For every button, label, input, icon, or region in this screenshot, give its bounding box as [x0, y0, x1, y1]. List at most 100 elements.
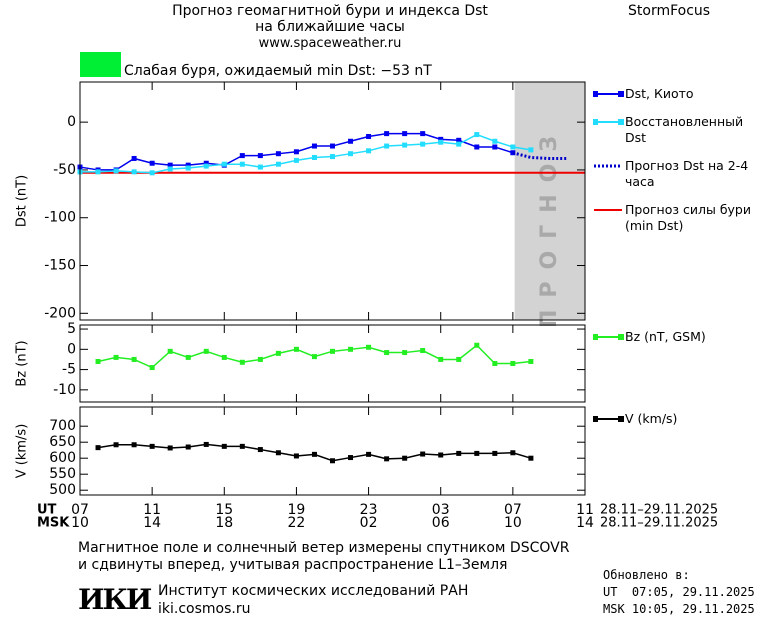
- x-tick-label: 07: [71, 502, 89, 518]
- legend-marker: [618, 334, 624, 340]
- point: [366, 148, 372, 154]
- point: [275, 350, 281, 356]
- point: [492, 361, 498, 366]
- legend-marker: [618, 416, 624, 422]
- point: [311, 451, 317, 457]
- point: [203, 441, 209, 447]
- point: [330, 458, 335, 464]
- point: [203, 163, 209, 169]
- legend-text: V (km/s): [625, 411, 678, 426]
- x-tick-label: 11: [576, 502, 594, 518]
- point: [239, 443, 245, 449]
- series-line: [80, 133, 532, 174]
- plot-frame: [79, 406, 586, 496]
- x-tick-label: 15: [215, 502, 233, 518]
- x-tick-label: 23: [360, 502, 378, 518]
- y-axis-label: Dst (nT): [15, 175, 30, 227]
- point: [185, 165, 191, 171]
- point: [384, 131, 390, 137]
- status-text: Слабая буря, ожидаемый min Dst: −53 nT: [124, 63, 432, 79]
- point: [167, 348, 173, 354]
- point: [456, 141, 462, 147]
- point: [348, 346, 354, 352]
- point: [330, 154, 335, 160]
- y-tick-label: 0: [67, 341, 76, 357]
- point: [221, 161, 227, 167]
- legend: V (km/s): [593, 411, 760, 427]
- point: [239, 153, 245, 159]
- point: [348, 151, 354, 157]
- legend-swatch: [593, 334, 624, 340]
- point: [420, 131, 426, 137]
- legend-swatch: [593, 416, 624, 422]
- time-axis-dates: 28.11–29.11.2025: [600, 516, 718, 531]
- note-line: Магнитное поле и солнечный ветер измерен…: [78, 540, 570, 556]
- point: [330, 143, 335, 149]
- point: [149, 365, 155, 371]
- point: [474, 132, 480, 138]
- legend-text: Прогноз Dst на 2-4 часа: [625, 158, 749, 189]
- legend-marker: [618, 91, 624, 97]
- point: [203, 348, 209, 354]
- legend: Bz (nT, GSM): [593, 329, 760, 345]
- point: [293, 149, 299, 155]
- legend-item: V (km/s): [593, 411, 760, 427]
- time-axis-dates: 28.11–29.11.2025: [600, 503, 718, 518]
- point: [95, 358, 101, 364]
- point: [456, 356, 462, 362]
- point: [366, 451, 372, 457]
- point: [113, 442, 119, 448]
- legend-marker: [618, 119, 624, 125]
- y-tick-label: 700: [49, 418, 76, 434]
- point: [510, 144, 516, 150]
- point: [95, 445, 101, 451]
- point: [402, 455, 408, 461]
- point: [311, 143, 317, 149]
- x-tick-label: 10: [71, 515, 89, 531]
- point: [510, 450, 516, 456]
- x-tick-label: 11: [143, 502, 161, 518]
- point: [438, 136, 444, 142]
- y-tick-label: 600: [49, 450, 76, 466]
- point: [149, 443, 155, 449]
- point: [275, 161, 281, 167]
- point: [167, 166, 173, 172]
- point: [275, 151, 281, 157]
- institute: Институт космических исследований РАН: [158, 583, 469, 599]
- point: [149, 170, 155, 176]
- logo: ИКИ: [78, 583, 152, 616]
- point: [474, 144, 480, 150]
- point: [474, 450, 480, 456]
- updated-ut: UT 07:05, 29.11.2025: [603, 585, 755, 599]
- point: [384, 143, 390, 149]
- plot-frame: [79, 324, 586, 403]
- point: [293, 157, 299, 163]
- x-tick-label: 07: [504, 502, 522, 518]
- legend-marker: [593, 416, 598, 422]
- legend-swatch: [594, 209, 622, 211]
- point: [185, 162, 191, 168]
- forecast-zone: [514, 82, 585, 320]
- point: [257, 356, 263, 362]
- status-swatch: [80, 52, 121, 77]
- point: [384, 350, 390, 356]
- point: [131, 356, 137, 362]
- point: [203, 160, 209, 166]
- point: [275, 450, 281, 456]
- point: [456, 137, 462, 143]
- point: [528, 358, 534, 364]
- point: [438, 452, 444, 458]
- point: [221, 354, 227, 360]
- y-tick-label: 500: [49, 482, 76, 498]
- y-axis-label: Bz (nT): [15, 340, 30, 386]
- y-tick-label: 0: [67, 114, 76, 130]
- series-line: [512, 151, 567, 160]
- y-tick-label: -50: [53, 162, 76, 178]
- y-tick-label: -10: [53, 382, 76, 398]
- point: [239, 161, 245, 167]
- brand: StormFocus: [628, 3, 711, 19]
- point: [510, 361, 516, 366]
- y-tick-label: -5: [62, 362, 76, 378]
- point: [402, 131, 408, 137]
